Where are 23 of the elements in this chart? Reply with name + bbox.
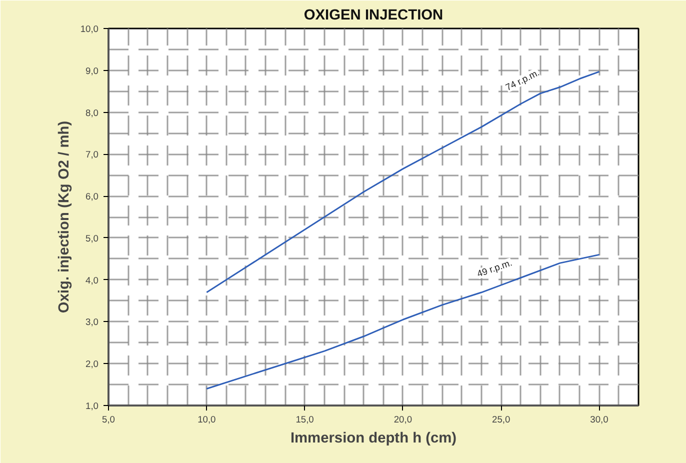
line-series xyxy=(206,254,600,390)
text: 74 r.p.m. xyxy=(504,67,541,93)
y-tick-label: 1,0 xyxy=(86,401,98,411)
y-tick-label: 3,0 xyxy=(86,317,98,328)
x-tick-label: 20,0 xyxy=(394,414,412,424)
y-tick-label: 6,0 xyxy=(86,192,98,202)
x-tick-label: 5,0 xyxy=(102,414,115,424)
y-tick-label: 8,0 xyxy=(86,108,98,118)
x-tick-label: 25,0 xyxy=(492,414,510,424)
y-tick-label: 2,0 xyxy=(86,359,98,370)
y-tick-label: 10,0 xyxy=(80,24,98,34)
y-axis-title: Oxig. injection (Kg O2 / mh) xyxy=(56,120,72,314)
y-tick-label: 9,0 xyxy=(86,66,98,76)
chart-title: OXIGEN INJECTION xyxy=(304,8,444,24)
x-tick-label: 10,0 xyxy=(198,414,216,424)
y-tick-label: 7,0 xyxy=(86,150,98,160)
text: 49 r.p.m. xyxy=(476,258,514,280)
y-tick-label: 4,0 xyxy=(86,275,98,286)
x-tick-label: 15,0 xyxy=(296,414,314,424)
y-tick-label: 5,0 xyxy=(86,233,98,244)
x-tick-label: 30,0 xyxy=(590,414,608,424)
x-axis-title: Immersion depth h (cm) xyxy=(290,430,457,446)
line-series xyxy=(206,70,600,294)
